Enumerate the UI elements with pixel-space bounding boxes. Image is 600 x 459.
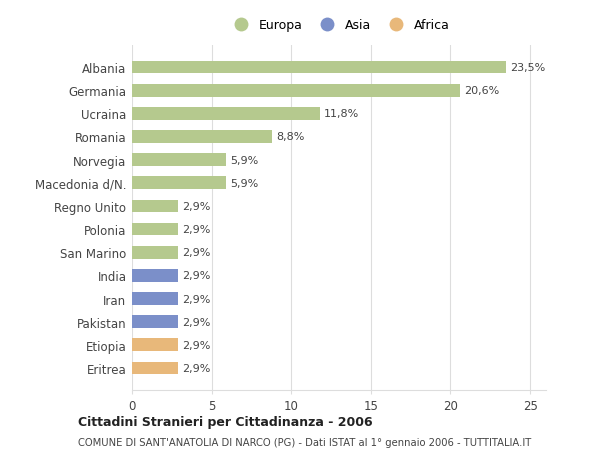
Text: 2,9%: 2,9%	[182, 363, 211, 373]
Bar	[132, 108, 320, 120]
Text: 5,9%: 5,9%	[230, 179, 258, 188]
Text: 2,9%: 2,9%	[182, 317, 211, 327]
Bar	[132, 269, 178, 282]
Bar	[132, 292, 178, 305]
Bar	[132, 154, 226, 167]
Text: 2,9%: 2,9%	[182, 294, 211, 304]
Text: 11,8%: 11,8%	[324, 109, 359, 119]
Text: 2,9%: 2,9%	[182, 202, 211, 212]
Bar	[132, 339, 178, 352]
Bar	[132, 316, 178, 328]
Text: 2,9%: 2,9%	[182, 340, 211, 350]
Text: 2,9%: 2,9%	[182, 224, 211, 235]
Text: COMUNE DI SANT'ANATOLIA DI NARCO (PG) - Dati ISTAT al 1° gennaio 2006 - TUTTITAL: COMUNE DI SANT'ANATOLIA DI NARCO (PG) - …	[78, 437, 531, 447]
Legend: Europa, Asia, Africa: Europa, Asia, Africa	[223, 14, 455, 37]
Bar	[132, 177, 226, 190]
Text: 5,9%: 5,9%	[230, 155, 258, 165]
Text: 8,8%: 8,8%	[276, 132, 304, 142]
Bar	[132, 200, 178, 213]
Bar	[132, 223, 178, 236]
Text: 2,9%: 2,9%	[182, 248, 211, 257]
Bar	[132, 84, 460, 97]
Bar	[132, 362, 178, 375]
Text: 20,6%: 20,6%	[464, 86, 499, 96]
Text: 2,9%: 2,9%	[182, 271, 211, 281]
Bar	[132, 62, 506, 74]
Bar	[132, 131, 272, 144]
Bar	[132, 246, 178, 259]
Text: 23,5%: 23,5%	[510, 63, 545, 73]
Text: Cittadini Stranieri per Cittadinanza - 2006: Cittadini Stranieri per Cittadinanza - 2…	[78, 415, 373, 428]
